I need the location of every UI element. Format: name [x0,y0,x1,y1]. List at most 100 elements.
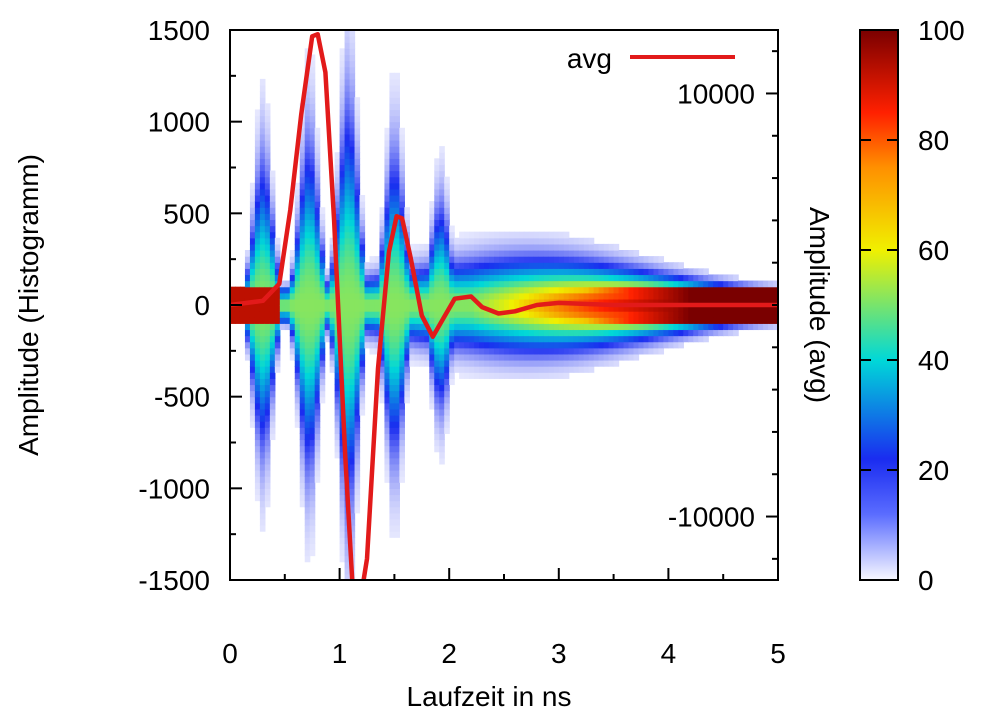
heatmap-cell [314,390,321,398]
heatmap-cell [394,225,400,233]
heatmap-cell [264,140,271,147]
heatmap-cell [354,390,361,398]
heatmap-cell [314,384,321,392]
heatmap-cell [399,451,405,459]
heatmap-cell [299,402,306,410]
heatmap-cell [399,427,405,434]
heatmap-cell [359,201,366,208]
heatmap-cell [344,115,351,123]
heatmap-cell [414,305,420,312]
heatmap-cell [489,286,495,294]
heatmap-cell [484,268,490,276]
heatmap-cell [688,305,694,312]
heatmap-cell [249,207,256,214]
heatmap-cell [254,463,261,471]
heatmap-cell [528,292,535,300]
heatmap-cell [613,256,620,263]
heatmap-cell [439,243,445,251]
heatmap-cell [479,268,485,276]
heatmap-cell [389,476,395,483]
heatmap-cell [543,286,550,294]
heatmap-cell [359,256,366,263]
heatmap-cell [504,347,510,355]
heatmap-cell [409,292,415,300]
heatmap-cell [244,305,251,312]
heatmap-cell [254,274,261,282]
heatmap-cell [339,298,346,306]
heatmap-cell [379,225,386,233]
heatmap-cell [523,298,530,306]
heatmap-cell [513,353,520,361]
heatmap-cell [304,152,311,159]
heatmap-cell [384,292,391,300]
heatmap-cell [419,347,425,355]
heatmap-cell [309,439,316,447]
heatmap-cell [404,378,410,386]
heatmap-cell [349,121,356,129]
heatmap-cell [374,286,381,294]
heatmap-cell [683,292,689,300]
heatmap-cell [309,213,316,221]
heatmap-cell [349,243,356,251]
heatmap-cell [354,182,361,190]
heatmap-cell [309,286,316,294]
heatmap-cell [309,201,316,208]
heatmap-cell [304,366,311,373]
heatmap-cell [733,298,739,306]
heatmap-cell [518,353,525,361]
heatmap-cell [638,305,645,312]
heatmap-cell [274,360,281,367]
heatmap-cell [733,305,739,312]
heatmap-cell [723,311,729,318]
heatmap-cell [414,250,420,257]
heatmap-cell [349,421,356,428]
heatmap-cell [533,250,540,257]
heatmap-cell [279,292,286,300]
heatmap-cell [289,311,296,318]
heatmap-cell [444,402,450,410]
heatmap-cell [309,176,316,184]
heatmap-cell [299,219,306,227]
heatmap-cell [299,396,306,404]
heatmap-cell [304,347,311,355]
heatmap-cell [523,347,530,355]
heatmap-cell [314,268,321,276]
heatmap-cell [259,158,266,166]
heatmap-cell [314,433,321,441]
heatmap-cell [419,329,425,337]
heatmap-cell [693,298,699,306]
heatmap-cell [269,280,276,288]
heatmap-cell [354,421,361,428]
heatmap-cell [608,311,615,318]
heatmap-cell [269,243,276,251]
heatmap-cell [349,415,356,422]
heatmap-cell [479,323,485,331]
heatmap-cell [613,268,620,276]
heatmap-cell [349,152,356,159]
heatmap-cell [394,470,400,477]
heatmap-cell [319,341,326,349]
heatmap-cell [583,353,590,361]
heatmap-cell [528,298,535,306]
heatmap-cell [379,378,386,386]
heatmap-cell [643,274,650,282]
heatmap-cell [494,268,500,276]
heatmap-cell [269,335,276,343]
heatmap-cell [533,372,540,379]
heatmap-cell [309,329,316,337]
heatmap-cell [274,335,281,343]
heatmap-cell [309,488,316,496]
heatmap-cell [504,262,510,269]
heatmap-cell [439,311,445,318]
heatmap-cell [673,323,679,331]
heatmap-cell [733,274,739,282]
heatmap-cell [354,121,361,129]
heatmap-cell [379,231,386,239]
heatmap-cell [673,268,679,276]
heatmap-cell [309,237,316,245]
heatmap-cell [274,341,281,349]
heatmap-cell [354,292,361,300]
heatmap-cell [254,140,261,147]
heatmap-cell [628,341,635,349]
heatmap-cell [354,280,361,288]
